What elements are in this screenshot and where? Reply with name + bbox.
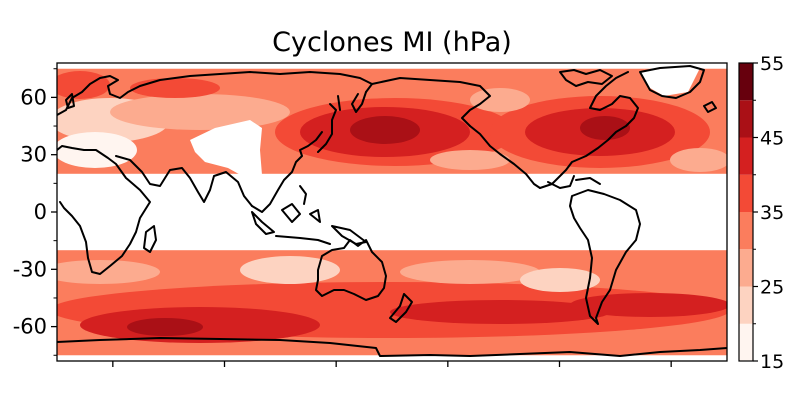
colorbar-tick-label: 55	[760, 53, 784, 75]
coast-canadian-arctic	[559, 69, 613, 87]
colorbar-tick-label: 15	[760, 351, 784, 373]
coast-sakhalin	[337, 95, 341, 111]
coast-iceland-uk	[65, 93, 717, 113]
colorbar-swatch	[739, 63, 753, 101]
colorbar-swatch	[739, 174, 753, 212]
coast-n-america-east	[539, 71, 639, 189]
colorbar-tick-label: 45	[760, 128, 784, 150]
colorbar-swatch	[739, 286, 753, 324]
contour-region	[57, 71, 110, 99]
coast-se-asia	[251, 131, 323, 213]
coast-indonesia	[251, 203, 367, 245]
colorbar-swatch	[739, 137, 753, 175]
colorbar-swatch	[739, 100, 753, 138]
contour-region	[670, 148, 727, 172]
colorbar-tick-label: 25	[760, 277, 784, 299]
contour-region	[470, 88, 530, 112]
y-axis: 60 30 0 -30 -60	[13, 68, 57, 356]
contour-region	[580, 116, 630, 140]
y-tick-label: 0	[34, 200, 47, 224]
contour-region	[570, 293, 727, 317]
y-tick-label: 60	[20, 85, 47, 109]
contour-region	[430, 150, 510, 170]
coast-s-america	[569, 189, 641, 325]
contour-region	[57, 260, 160, 284]
colorbar-ticks: 55 45 35 25 15	[753, 53, 784, 373]
coast-alaska	[371, 77, 491, 127]
coast-madagascar	[143, 225, 157, 253]
coast-cuba	[575, 177, 601, 185]
contour-region	[520, 268, 600, 292]
coast-kamchatka	[351, 91, 367, 113]
coast-antarctica	[57, 337, 727, 357]
contour-region	[110, 94, 290, 130]
colorbar: 55 45 35 25 15	[738, 53, 784, 373]
y-tick-label: -30	[13, 257, 47, 281]
contour-region	[400, 260, 540, 284]
coast-gulf	[547, 175, 575, 189]
y-tick-label: 30	[20, 143, 47, 167]
colorbar-swatches	[739, 63, 753, 361]
map-title: Cyclones MI (hPa)	[272, 27, 512, 58]
contour-fill	[57, 68, 727, 356]
colorbar-tick-label: 35	[760, 202, 784, 224]
coast-eurasia-europe	[57, 71, 373, 116]
contour-region	[240, 256, 340, 284]
x-axis	[112, 361, 672, 367]
map-panel: 60 30 0 -30 -60	[13, 62, 728, 367]
coast-arabia-india	[115, 155, 253, 207]
coast-australia	[315, 239, 387, 301]
contour-region	[130, 78, 220, 98]
coast-africa	[57, 145, 151, 275]
coast-japan	[317, 103, 337, 153]
data-gaps	[190, 66, 700, 178]
colorbar-swatch	[739, 323, 753, 361]
y-tick-label: -60	[13, 315, 47, 339]
contour-region	[390, 300, 610, 324]
colorbar-swatch	[739, 249, 753, 287]
coast-philippines	[299, 185, 307, 205]
gap-greenland	[640, 66, 700, 96]
coastlines	[57, 65, 727, 357]
gap-tibet	[190, 120, 262, 178]
coast-n-america-west	[469, 125, 541, 189]
contour-region	[350, 116, 420, 144]
contour-region	[127, 318, 203, 336]
coast-new-zealand	[389, 293, 413, 323]
coast-greenland	[639, 65, 705, 99]
colorbar-swatch	[739, 212, 753, 250]
